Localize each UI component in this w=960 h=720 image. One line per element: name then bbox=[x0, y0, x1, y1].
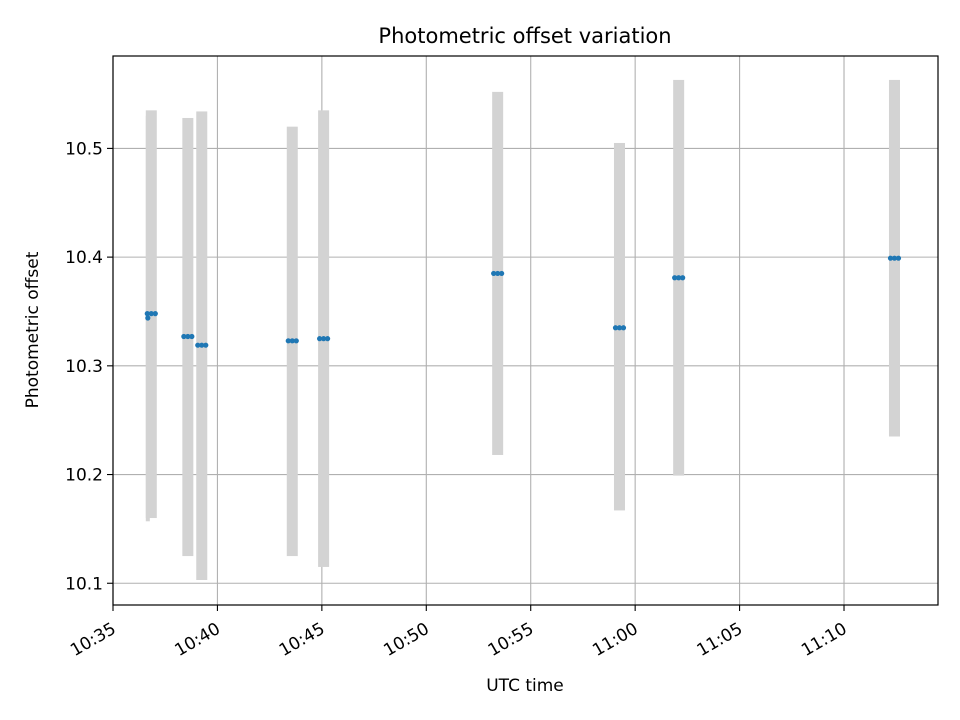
data-point bbox=[616, 325, 623, 331]
data-point bbox=[148, 311, 154, 317]
data-point bbox=[152, 311, 158, 317]
data-point bbox=[321, 336, 327, 342]
y-tick-label: 10.3 bbox=[65, 357, 103, 377]
x-tick-label: 11:10 bbox=[798, 619, 850, 661]
data-point bbox=[491, 270, 497, 277]
x-axis: 10:35 10:40 10:45 10:50 10:55 11:00 11:05 11:10 bbox=[67, 605, 851, 661]
data-point bbox=[199, 342, 205, 348]
data-point bbox=[495, 270, 501, 277]
data-point bbox=[891, 255, 898, 261]
data-point bbox=[289, 338, 295, 344]
x-tick-label: 10:45 bbox=[276, 619, 328, 661]
data-point bbox=[887, 255, 894, 261]
data-point bbox=[620, 325, 627, 331]
data-point bbox=[185, 333, 191, 340]
data-point bbox=[317, 336, 323, 342]
y-tick-label: 10.5 bbox=[65, 139, 103, 159]
x-tick-label: 10:35 bbox=[67, 619, 119, 661]
y-tick-label: 10.2 bbox=[65, 466, 103, 486]
data-point bbox=[203, 342, 209, 348]
data-point bbox=[145, 315, 151, 321]
grid bbox=[112, 56, 938, 605]
data-point bbox=[680, 275, 686, 281]
plot-frame bbox=[112, 55, 939, 606]
y-axis-label: Photometric offset bbox=[23, 251, 43, 408]
y-tick-label: 10.4 bbox=[65, 248, 103, 268]
data-point bbox=[144, 311, 150, 317]
y-axis: 10.1 10.2 10.3 10.4 10.5 bbox=[65, 139, 113, 594]
data-point bbox=[672, 275, 678, 281]
data-point bbox=[325, 336, 331, 342]
data-point bbox=[612, 325, 619, 331]
data-point bbox=[895, 255, 902, 261]
x-tick-label: 10:40 bbox=[171, 619, 223, 661]
error-bars bbox=[145, 79, 900, 580]
chart-title: Photometric offset variation bbox=[378, 24, 671, 48]
data-point bbox=[676, 275, 682, 281]
data-point bbox=[285, 338, 291, 344]
y-tick-label: 10.1 bbox=[65, 574, 103, 594]
data-point bbox=[181, 333, 187, 340]
data-point bbox=[195, 342, 201, 348]
x-tick-label: 10:50 bbox=[380, 619, 432, 661]
data-points bbox=[144, 255, 902, 348]
x-tick-label: 11:05 bbox=[694, 619, 746, 661]
data-point bbox=[499, 270, 505, 277]
x-axis-label: UTC time bbox=[486, 676, 564, 696]
data-point bbox=[189, 333, 195, 340]
x-tick-label: 11:00 bbox=[589, 619, 641, 661]
data-point bbox=[293, 338, 299, 344]
x-tick-label: 10:55 bbox=[485, 619, 537, 661]
